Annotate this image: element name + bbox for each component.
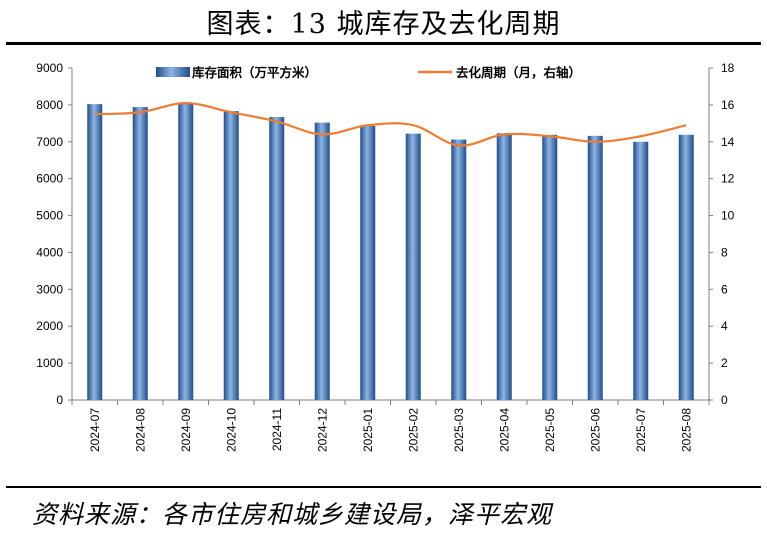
bar-series bbox=[87, 103, 694, 401]
x-tick-label: 2025-06 bbox=[588, 408, 602, 452]
title-rule bbox=[6, 42, 761, 45]
bar bbox=[633, 141, 649, 400]
line-path bbox=[94, 101, 687, 147]
bar bbox=[314, 122, 330, 401]
left-tick-label: 1000 bbox=[36, 356, 63, 370]
x-tick-label: 2025-05 bbox=[543, 408, 557, 452]
x-tick-label: 2024-12 bbox=[315, 408, 329, 452]
left-tick-label: 3000 bbox=[36, 282, 63, 296]
x-tick-label: 2024-07 bbox=[88, 408, 102, 452]
right-tick-label: 16 bbox=[721, 98, 735, 112]
legend-bar-label: 库存面积（万平方米） bbox=[192, 65, 317, 80]
chart: 0 1000 2000 3000 4000 5000 6000 7000 8000 9000 0 2 4… bbox=[36, 61, 734, 452]
bar bbox=[678, 134, 694, 400]
chart-title: 图表：13 城库存及去化周期 bbox=[206, 9, 561, 40]
x-tick-label: 2025-02 bbox=[406, 408, 420, 452]
left-tick-label: 7000 bbox=[36, 135, 63, 149]
left-tick-label: 9000 bbox=[36, 61, 63, 75]
left-tick-label: 2000 bbox=[36, 319, 63, 333]
bar bbox=[132, 107, 148, 400]
bar bbox=[405, 133, 421, 400]
x-tick-label: 2024-09 bbox=[179, 408, 193, 452]
right-tick-label: 0 bbox=[721, 393, 728, 407]
right-tick-label: 12 bbox=[721, 172, 735, 186]
left-tick-label: 6000 bbox=[36, 172, 63, 186]
bar bbox=[87, 104, 103, 400]
legend-line-label: 去化周期（月，右轴） bbox=[456, 65, 581, 80]
line-series bbox=[94, 101, 687, 147]
left-tick-label: 4000 bbox=[36, 245, 63, 259]
bar bbox=[269, 117, 285, 400]
bar bbox=[587, 135, 603, 400]
right-tick-label: 4 bbox=[721, 319, 728, 333]
x-tick-label: 2024-10 bbox=[224, 408, 238, 452]
right-tick-label: 10 bbox=[721, 209, 735, 223]
left-tick-label: 0 bbox=[56, 393, 63, 407]
x-tick-label: 2025-01 bbox=[361, 408, 375, 452]
bar bbox=[360, 125, 376, 400]
axes: 0 1000 2000 3000 4000 5000 6000 7000 8000 9000 0 2 4… bbox=[36, 61, 734, 452]
x-tick-label: 2024-08 bbox=[133, 408, 147, 452]
right-tick-label: 8 bbox=[721, 245, 728, 259]
x-tick-label: 2025-07 bbox=[634, 408, 648, 452]
right-tick-label: 18 bbox=[721, 61, 735, 75]
x-tick-label: 2025-04 bbox=[497, 408, 511, 452]
x-tick-label: 2025-08 bbox=[679, 408, 693, 452]
x-tick-label: 2025-03 bbox=[452, 408, 466, 452]
bar bbox=[542, 134, 558, 400]
bar bbox=[496, 133, 512, 400]
source-rule bbox=[6, 486, 761, 488]
bar bbox=[223, 111, 239, 400]
bar bbox=[178, 103, 194, 401]
right-tick-label: 14 bbox=[721, 135, 735, 149]
left-tick-label: 8000 bbox=[36, 98, 63, 112]
legend: 库存面积（万平方米） 去化周期（月，右轴） bbox=[156, 65, 581, 80]
source-note: 资料来源：各市住房和城乡建设局，泽平宏观 bbox=[32, 500, 553, 529]
legend-bar-swatch bbox=[156, 67, 190, 77]
bar bbox=[451, 139, 467, 400]
x-tick-label: 2024-11 bbox=[270, 408, 284, 451]
right-tick-label: 6 bbox=[721, 282, 728, 296]
left-tick-label: 5000 bbox=[36, 209, 63, 223]
right-tick-label: 2 bbox=[721, 356, 728, 370]
